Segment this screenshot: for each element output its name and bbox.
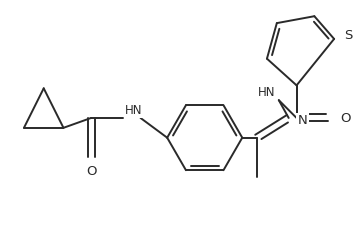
Text: S: S (344, 30, 352, 42)
Text: HN: HN (258, 86, 276, 99)
Text: O: O (340, 112, 351, 126)
Text: O: O (86, 165, 96, 178)
Text: N: N (297, 114, 307, 127)
Text: HN: HN (125, 104, 142, 116)
